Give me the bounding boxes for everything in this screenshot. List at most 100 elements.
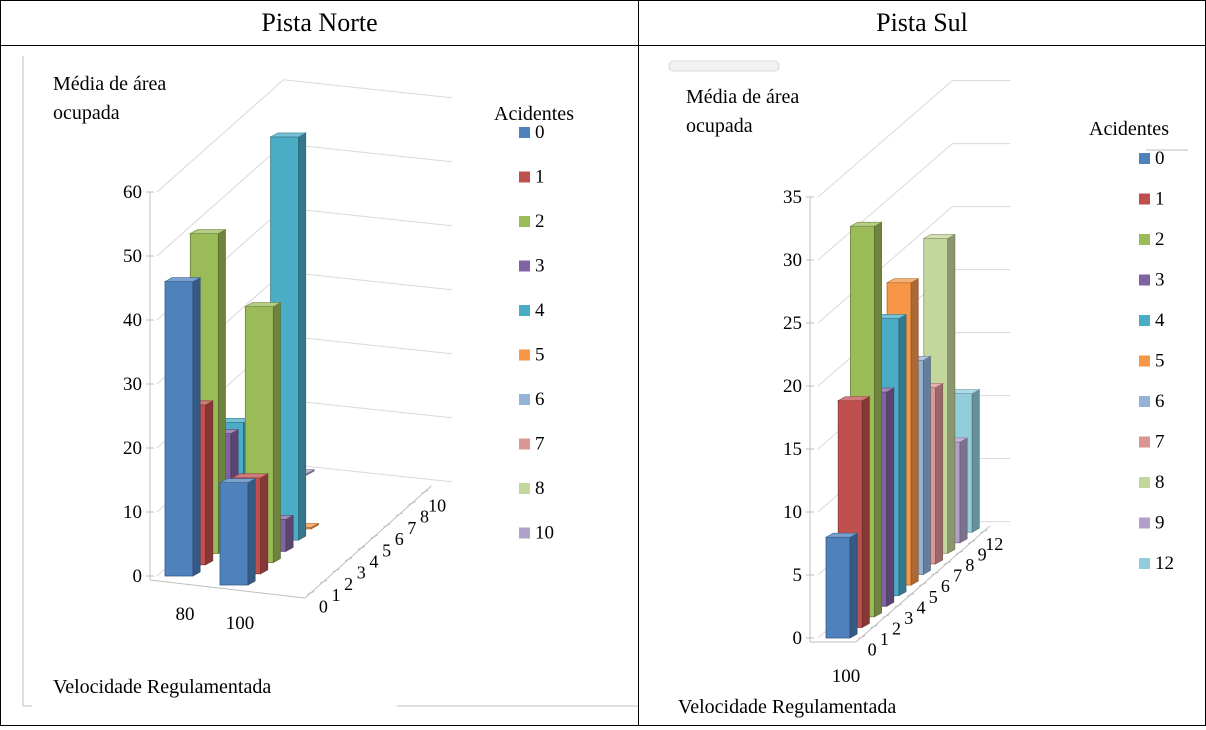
chart-panel-sul: Média de área ocupada Velocidade Regulam…	[640, 46, 1205, 725]
legend-item: 3	[1139, 270, 1165, 291]
y-axis-title-line2: ocupada	[53, 102, 120, 124]
depth-tick-label: 2	[344, 574, 353, 594]
legend-label: 12	[1155, 553, 1174, 574]
depth-tick-label: 7	[953, 566, 962, 586]
bars	[163, 132, 320, 586]
y-tick-label: 50	[123, 246, 142, 267]
legend-swatch	[1139, 517, 1150, 529]
legend-item: 10	[519, 523, 554, 544]
depth-axis-line	[304, 485, 432, 599]
legend-swatch	[519, 394, 530, 405]
chart-panel-norte: Média de área ocupada Velocidade Regulam…	[2, 46, 638, 725]
legend-label: 5	[1155, 351, 1165, 372]
x-axis-line	[149, 579, 306, 599]
y-axis-title-line1: Média de área	[53, 73, 166, 95]
legend-swatch	[1139, 355, 1150, 367]
depth-tick-mark	[870, 624, 878, 629]
legend-item: 1	[1139, 189, 1165, 210]
gridline-back	[283, 335, 452, 355]
legend-label: 1	[1155, 189, 1165, 210]
y-axis-ticks: 0 5 10 15 20 25 30 35	[783, 187, 814, 649]
legend-item: 0	[519, 122, 545, 143]
depth-tick-label: 12	[985, 534, 1003, 554]
bar-series-0-cat-100	[218, 478, 257, 586]
x-axis-ticks: 100	[810, 641, 861, 687]
chart-norte: Média de área ocupada Velocidade Regulam…	[22, 56, 638, 707]
y-tick-label: 30	[783, 250, 802, 271]
y-tick-label: 10	[123, 502, 142, 523]
legend-swatch	[519, 127, 530, 138]
legend-swatch	[519, 527, 530, 539]
depth-tick-label: 8	[965, 555, 974, 575]
legend-item: 7	[519, 434, 545, 455]
depth-tick-mark	[345, 557, 353, 562]
gridline-back	[283, 271, 452, 291]
legend-label: 0	[535, 122, 545, 143]
y-tick-label: 5	[793, 565, 803, 586]
depth-tick-label: 7	[407, 518, 416, 538]
legend-swatch	[1139, 558, 1150, 569]
chart-sul: Média de área ocupada Velocidade Regulam…	[668, 60, 1188, 718]
x-axis-title: Velocidade Regulamentada	[678, 696, 896, 718]
y-tick-label: 20	[783, 376, 802, 397]
legend-title: Acidentes	[1089, 118, 1169, 140]
legend-item: 8	[519, 478, 545, 499]
legend-swatch	[1139, 153, 1150, 164]
depth-tick-mark	[955, 550, 964, 555]
legend-swatch	[519, 483, 530, 494]
y-tick-label: 30	[123, 374, 142, 395]
depth-tick-label: 9	[978, 544, 987, 564]
header-pista-norte: Pista Norte	[1, 1, 639, 46]
x-tick-label: 100	[832, 666, 861, 687]
legend-item: 6	[1139, 391, 1165, 412]
depth-tick-mark	[882, 614, 890, 619]
legend-swatch	[1139, 436, 1150, 448]
gridline-back	[283, 463, 452, 483]
legend-label: 4	[1155, 310, 1165, 331]
legend-item: 4	[519, 300, 545, 321]
legend-label: 9	[1155, 513, 1165, 534]
depth-tick-label: 4	[916, 597, 925, 617]
depth-tick-mark	[931, 571, 939, 576]
legend-swatch	[1139, 396, 1150, 407]
gridline	[817, 143, 953, 261]
legend-swatch	[519, 216, 530, 227]
depth-tick-label: 1	[880, 629, 889, 649]
legend-swatch	[1139, 315, 1150, 326]
legend-item: 5	[519, 345, 545, 366]
depth-tick-mark	[408, 501, 416, 506]
gridline-back	[283, 143, 452, 163]
depth-tick-mark	[395, 512, 404, 517]
legend-item: 4	[1139, 310, 1165, 331]
gridline	[817, 80, 953, 198]
x-axis-ticks: 80 100	[149, 579, 306, 634]
depth-tick-mark	[420, 489, 429, 494]
legend-label: 3	[1155, 270, 1165, 291]
legend-item: 1	[519, 167, 545, 188]
depth-tick-mark	[357, 546, 366, 550]
legend-label: 7	[1155, 432, 1165, 453]
depth-tick-label: 8	[420, 507, 429, 527]
depth-tick-mark	[943, 561, 951, 566]
gridline	[817, 206, 953, 324]
y-tick-label: 35	[783, 187, 802, 208]
legend-label: 8	[1155, 472, 1165, 493]
legend-item: 3	[519, 256, 545, 277]
legend-item: 2	[1139, 229, 1165, 250]
gridline-back	[283, 399, 452, 419]
x-tick-label: 100	[226, 613, 255, 634]
legend-label: 2	[535, 211, 545, 232]
depth-tick-label: 2	[892, 619, 901, 639]
legend-swatch	[519, 349, 530, 361]
depth-tick-mark	[906, 592, 915, 597]
legend-item: 0	[1139, 148, 1165, 169]
x-axis-title: Velocidade Regulamentada	[53, 676, 271, 698]
legend-swatch	[519, 438, 530, 450]
y-tick-label: 60	[123, 182, 142, 203]
legend-label: 8	[535, 478, 545, 499]
bars	[824, 221, 981, 639]
depth-tick-mark	[857, 635, 866, 640]
depth-tick-label: 3	[904, 608, 913, 628]
x-tick-label: 80	[176, 604, 195, 625]
